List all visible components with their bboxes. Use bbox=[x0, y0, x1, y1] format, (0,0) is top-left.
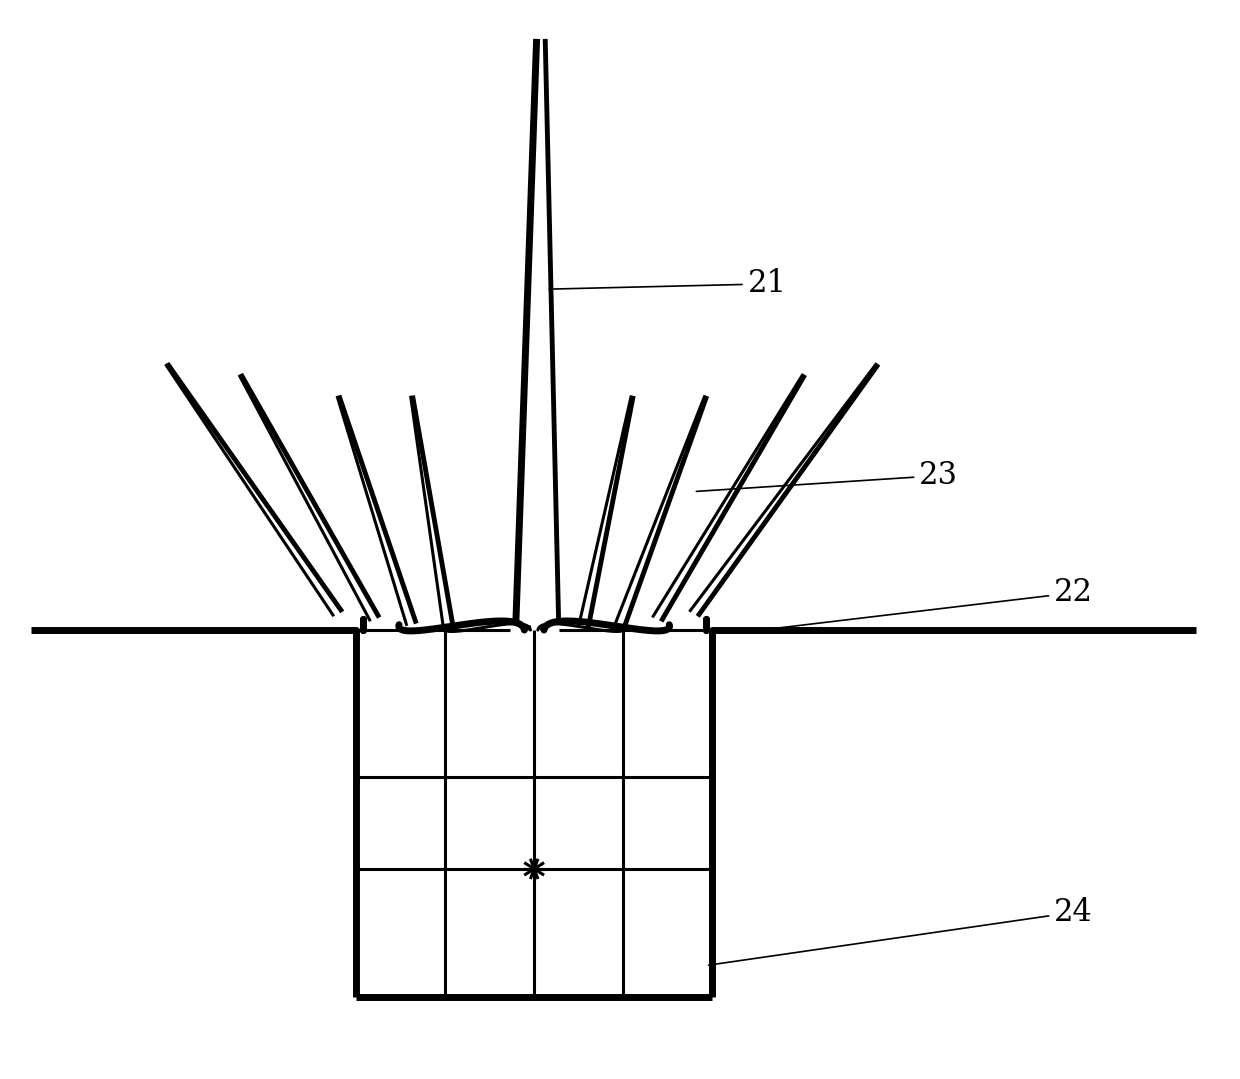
Text: 23: 23 bbox=[697, 460, 959, 491]
Text: 22: 22 bbox=[764, 577, 1094, 630]
Text: 24: 24 bbox=[708, 897, 1092, 965]
Text: 21: 21 bbox=[549, 269, 786, 299]
